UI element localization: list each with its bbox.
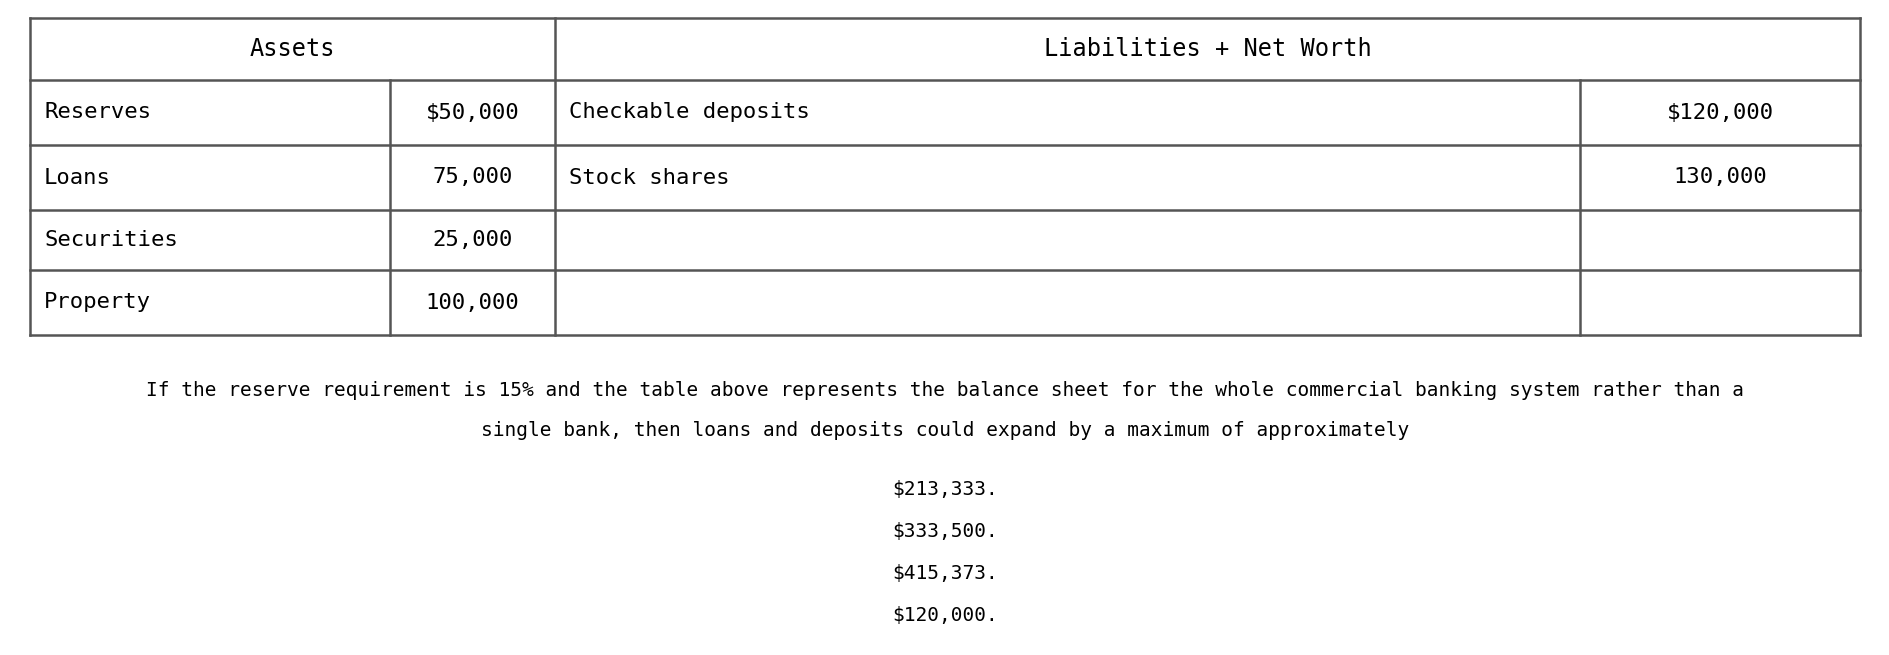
Text: Property: Property (43, 293, 151, 312)
Text: $415,373.: $415,373. (892, 565, 997, 584)
Text: $120,000: $120,000 (1666, 102, 1772, 122)
Text: Liabilities + Net Worth: Liabilities + Net Worth (1043, 37, 1371, 61)
Text: $50,000: $50,000 (425, 102, 519, 122)
Text: Loans: Loans (43, 168, 111, 187)
Text: 100,000: 100,000 (425, 293, 519, 312)
Text: $333,500.: $333,500. (892, 523, 997, 542)
Text: 130,000: 130,000 (1672, 168, 1766, 187)
Text: Securities: Securities (43, 230, 178, 250)
Text: $120,000.: $120,000. (892, 607, 997, 626)
Text: If the reserve requirement is 15% and the table above represents the balance she: If the reserve requirement is 15% and th… (145, 381, 1744, 400)
Text: Stock shares: Stock shares (569, 168, 729, 187)
Text: 25,000: 25,000 (433, 230, 512, 250)
Text: single bank, then loans and deposits could expand by a maximum of approximately: single bank, then loans and deposits cou… (480, 421, 1409, 440)
Text: 75,000: 75,000 (433, 168, 512, 187)
Text: Reserves: Reserves (43, 102, 151, 122)
Text: $213,333.: $213,333. (892, 481, 997, 500)
Text: Assets: Assets (249, 37, 334, 61)
Text: Checkable deposits: Checkable deposits (569, 102, 808, 122)
